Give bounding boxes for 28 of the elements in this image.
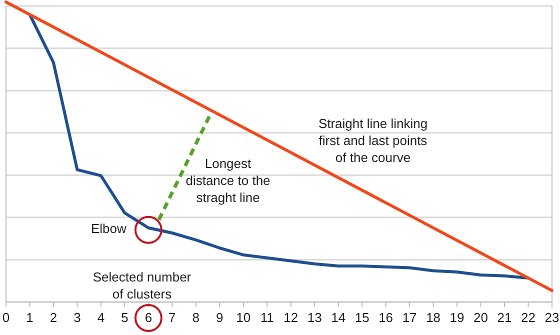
x-tick-label: 12 (284, 310, 298, 325)
annotation: Elbow (91, 220, 128, 236)
x-tick-label: 21 (497, 310, 512, 325)
x-tick-label: 22 (521, 310, 536, 325)
x-tick-label: 1 (26, 310, 34, 325)
x-tick-label: 3 (74, 310, 81, 325)
x-tick-label: 20 (474, 310, 488, 325)
annotation: Straight line linking first and last points of the courve (318, 116, 428, 165)
x-tick-label: 13 (307, 310, 322, 325)
x-tick-label: 23 (544, 310, 560, 325)
x-tick-label: 8 (192, 310, 200, 325)
x-tick-label: 5 (121, 310, 128, 325)
x-tick-label: 17 (402, 310, 417, 325)
x-tick-label: 2 (50, 310, 58, 325)
x-tick-label: 7 (168, 310, 176, 325)
x-tick-label: 14 (331, 310, 346, 325)
x-tick-label: 9 (216, 310, 224, 325)
x-tick-label: 6 (144, 310, 152, 325)
x-tick-label: 18 (426, 310, 441, 325)
annotation: Selected number of clusters (92, 270, 192, 302)
x-tick-label: 0 (2, 310, 10, 325)
x-tick-label: 11 (260, 310, 274, 325)
annotation: Longest distance to the straght line (186, 156, 270, 205)
x-tick-label: 16 (378, 310, 394, 325)
x-tick-label: 4 (97, 310, 105, 325)
x-tick-label: 19 (450, 310, 464, 325)
x-tick-label: 10 (236, 310, 251, 325)
x-tick-label: 15 (354, 310, 370, 325)
